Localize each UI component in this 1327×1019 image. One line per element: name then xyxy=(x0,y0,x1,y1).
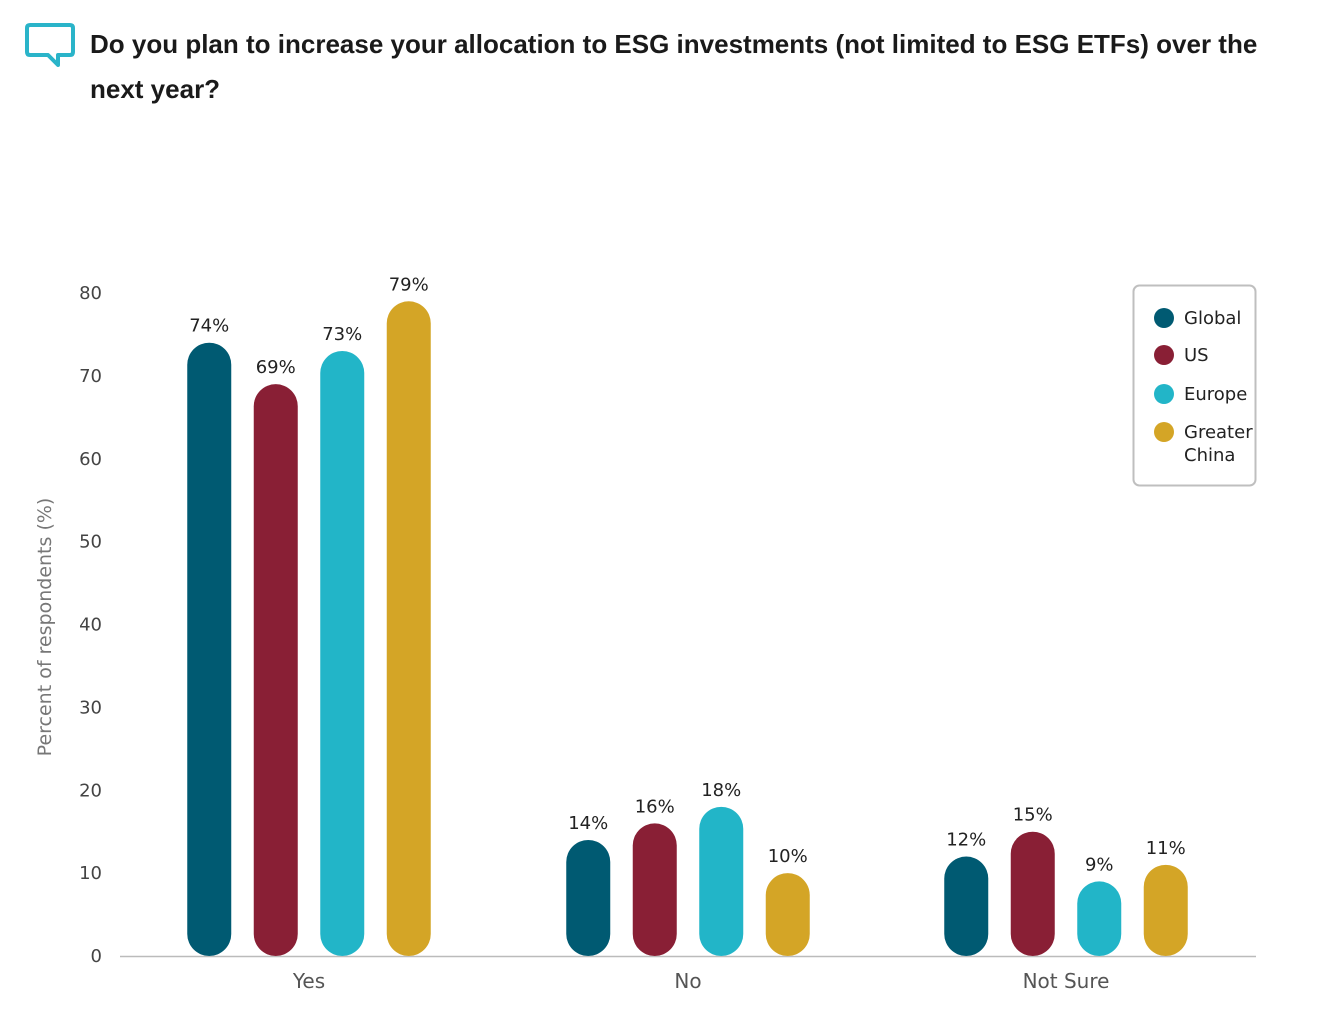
data-label: 11% xyxy=(1146,838,1186,859)
bar-greater-china xyxy=(1143,864,1188,956)
y-tick-label: 50 xyxy=(79,532,102,553)
data-label: 18% xyxy=(701,780,741,801)
legend-swatch xyxy=(1154,384,1174,404)
bar-us xyxy=(253,384,298,957)
bar-europe xyxy=(1077,881,1122,956)
data-label: 15% xyxy=(1013,805,1053,826)
bars: 74% 69% 73% 79% 14% 16% 18% 10% 12% 15% 9% 11% xyxy=(187,274,1188,957)
legend-label: Europe xyxy=(1184,384,1247,405)
y-axis-label: Percent of respondents (%) xyxy=(34,498,56,757)
bar-greater-china xyxy=(386,301,431,957)
data-label: 16% xyxy=(635,796,675,817)
legend-swatch xyxy=(1154,308,1174,328)
legend-swatch xyxy=(1154,422,1174,442)
y-tick-label: 80 xyxy=(79,283,102,304)
y-tick-label: 60 xyxy=(79,449,102,470)
x-category-label: Not Sure xyxy=(1023,969,1110,993)
bar-us xyxy=(632,823,677,956)
bar-greater-china xyxy=(765,873,810,956)
data-label: 14% xyxy=(568,813,608,834)
speech-bubble-icon xyxy=(25,23,75,67)
legend-label: Global xyxy=(1184,308,1241,329)
bar-global xyxy=(944,856,989,956)
y-tick-label: 0 xyxy=(91,946,102,967)
page-title: Do you plan to increase your allocation … xyxy=(90,29,1258,104)
legend-label: China xyxy=(1184,445,1235,466)
legend-swatch xyxy=(1154,345,1174,365)
y-tick-label: 70 xyxy=(79,366,102,387)
y-tick-label: 20 xyxy=(79,780,102,801)
data-label: 73% xyxy=(322,324,362,345)
y-tick-label: 30 xyxy=(79,697,102,718)
y-tick-label: 40 xyxy=(79,615,102,636)
data-label: 74% xyxy=(189,316,229,337)
bar-global xyxy=(566,839,611,956)
data-label: 9% xyxy=(1085,854,1114,875)
data-label: 10% xyxy=(768,846,808,867)
x-category-label: Yes xyxy=(292,969,325,993)
axis: 0 10 20 30 40 50 60 70 80 Percent of respondents … xyxy=(34,283,1256,993)
legend-label: US xyxy=(1184,345,1209,366)
x-category-label: No xyxy=(674,969,701,993)
bar-global xyxy=(187,342,232,957)
bar-europe xyxy=(699,806,744,956)
data-label: 12% xyxy=(946,830,986,851)
y-tick-label: 10 xyxy=(79,863,102,884)
legend-label: Greater xyxy=(1184,422,1253,443)
bar-us xyxy=(1010,831,1055,956)
bar-europe xyxy=(320,351,365,956)
data-label: 69% xyxy=(256,357,296,378)
data-label: 79% xyxy=(389,274,429,295)
